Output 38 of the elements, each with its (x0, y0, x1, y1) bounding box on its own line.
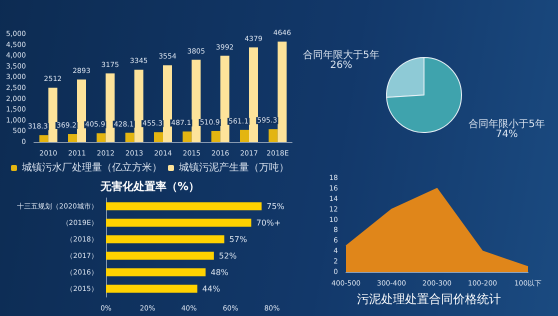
bar (249, 47, 258, 142)
data-label: 75% (266, 202, 285, 211)
bar (106, 268, 206, 276)
data-label: 74% (496, 129, 518, 140)
chart-title: 无害化处置率（%） (99, 180, 200, 193)
bar (192, 60, 201, 142)
bar (48, 88, 58, 142)
bar (182, 131, 192, 142)
data-label: 52% (218, 251, 238, 260)
bar (268, 129, 278, 142)
bar (39, 135, 48, 142)
data-label: 57% (229, 234, 248, 244)
data-label: 44% (202, 284, 220, 294)
bar (125, 132, 134, 142)
bar (106, 73, 115, 142)
bar (240, 130, 249, 142)
bar (220, 56, 230, 142)
legend-label: 城镇污水厂处理量（亿立方米） (21, 162, 162, 174)
legend-label: 城镇污泥产生量（万吨） (178, 162, 289, 174)
bar (106, 235, 224, 244)
bar (106, 218, 252, 227)
data-label: 70%+ (256, 218, 281, 228)
bar (106, 202, 262, 210)
slice-label: 合同年限小于5年 (468, 118, 545, 130)
bar (96, 133, 106, 142)
bar (68, 134, 77, 142)
bar (106, 284, 198, 293)
bar (163, 65, 172, 142)
text: 污泥处理处置合同价格统计 (357, 292, 501, 306)
data-label: 48% (210, 268, 229, 277)
data-label: 26% (330, 60, 352, 71)
bar (278, 42, 287, 142)
bar (106, 252, 214, 260)
bar (134, 70, 144, 142)
bar (77, 80, 86, 142)
bar (211, 130, 220, 142)
bar (154, 132, 163, 142)
slice-label: 合同年限大于5年 (303, 48, 380, 61)
